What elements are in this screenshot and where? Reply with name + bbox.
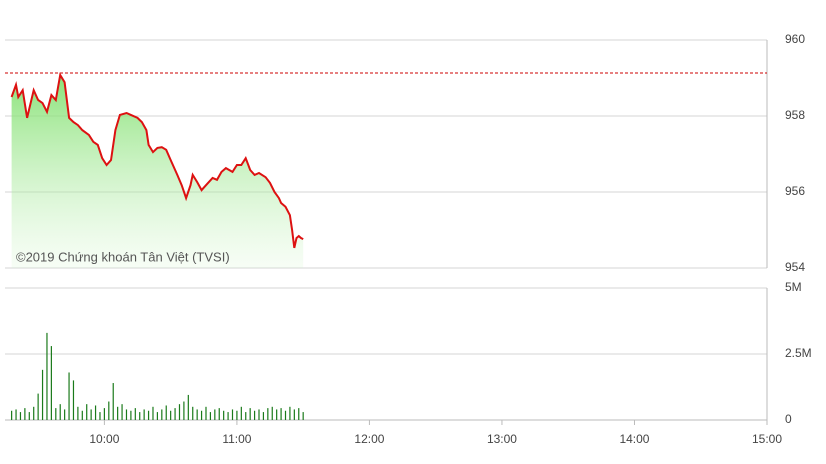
volume-bar [170, 410, 172, 420]
x-tick-label: 15:00 [752, 432, 782, 446]
volume-bar [214, 409, 216, 420]
volume-bar [130, 410, 132, 420]
volume-bar [280, 408, 282, 420]
volume-bar [240, 406, 242, 420]
volume-bar [72, 380, 75, 420]
volume-bar [33, 406, 35, 420]
y-tick-label: 5M [785, 280, 802, 294]
volume-bar [245, 412, 247, 420]
volume-bar [258, 409, 260, 420]
volume-bar [293, 409, 295, 420]
volume-bar [183, 401, 185, 420]
volume-bar [11, 410, 13, 420]
volume-bar [134, 408, 136, 420]
volume-bar [192, 406, 194, 420]
x-tick-label: 13:00 [487, 432, 517, 446]
volume-bar [41, 369, 44, 420]
volume-bar [147, 410, 150, 420]
volume-bar [68, 372, 70, 420]
y-tick-label: 958 [785, 108, 805, 122]
volume-bar [262, 412, 265, 420]
volume-bar [267, 408, 269, 420]
y-tick-label: 2.5M [785, 346, 812, 360]
x-tick-label: 12:00 [354, 432, 384, 446]
volume-bar [19, 412, 22, 420]
volume-bar [59, 404, 61, 420]
volume-bar [187, 394, 189, 420]
volume-bar [64, 409, 66, 420]
volume-bar [205, 406, 207, 420]
volume-bar [218, 408, 220, 420]
volume-bar [103, 408, 105, 420]
volume-bar [94, 405, 97, 420]
volume-bar [161, 409, 163, 420]
volume-bar [152, 406, 154, 420]
volume-bar [125, 409, 128, 420]
x-tick-label: 14:00 [619, 432, 649, 446]
volume-bar [231, 409, 234, 420]
volume-bar [28, 412, 30, 420]
volume-bar [108, 401, 110, 420]
volume-bar [302, 412, 304, 420]
volume-bar [209, 412, 212, 420]
volume-bar [139, 412, 141, 420]
volume-bar [227, 412, 229, 420]
y-tick-label: 0 [785, 412, 792, 426]
y-tick-label: 956 [785, 184, 805, 198]
area-fill [11, 75, 304, 268]
volume-bar [37, 393, 39, 420]
volume-bar [143, 409, 145, 420]
y-tick-label: 954 [785, 260, 805, 274]
volume-bar [46, 332, 48, 420]
volume-bar [112, 383, 114, 420]
volume-bar [178, 404, 181, 420]
volume-bar [15, 409, 17, 420]
volume-bar [236, 410, 238, 420]
volume-bar [298, 408, 300, 420]
volume-bar [86, 404, 88, 420]
volume-bar [289, 406, 291, 420]
volume-bar [50, 346, 52, 420]
volume-bar [77, 406, 79, 420]
volume-bar [117, 406, 119, 420]
volume-bar [253, 410, 256, 420]
volume-bar [99, 412, 101, 420]
volume-bar [196, 409, 198, 420]
x-tick-label: 11:00 [222, 432, 251, 446]
volume-bar [249, 408, 251, 420]
volume-bar [165, 405, 167, 420]
volume-bar [284, 410, 287, 420]
volume-bar [200, 410, 203, 420]
volume-bar [81, 410, 83, 420]
volume-bar [174, 408, 176, 420]
volume-bar [121, 404, 123, 420]
volume-bar [24, 408, 26, 420]
volume-bar [276, 409, 278, 420]
volume-bar [271, 406, 273, 420]
volume-bar [156, 412, 158, 420]
y-tick-label: 960 [785, 32, 805, 46]
volume-bar [55, 408, 57, 420]
watermark: ©2019 Chứng khoán Tân Việt (TVSI) [16, 249, 230, 264]
volume-bar [90, 409, 92, 420]
volume-bar [223, 410, 225, 420]
x-tick-label: 10:00 [89, 432, 119, 446]
price-line [10, 72, 304, 249]
